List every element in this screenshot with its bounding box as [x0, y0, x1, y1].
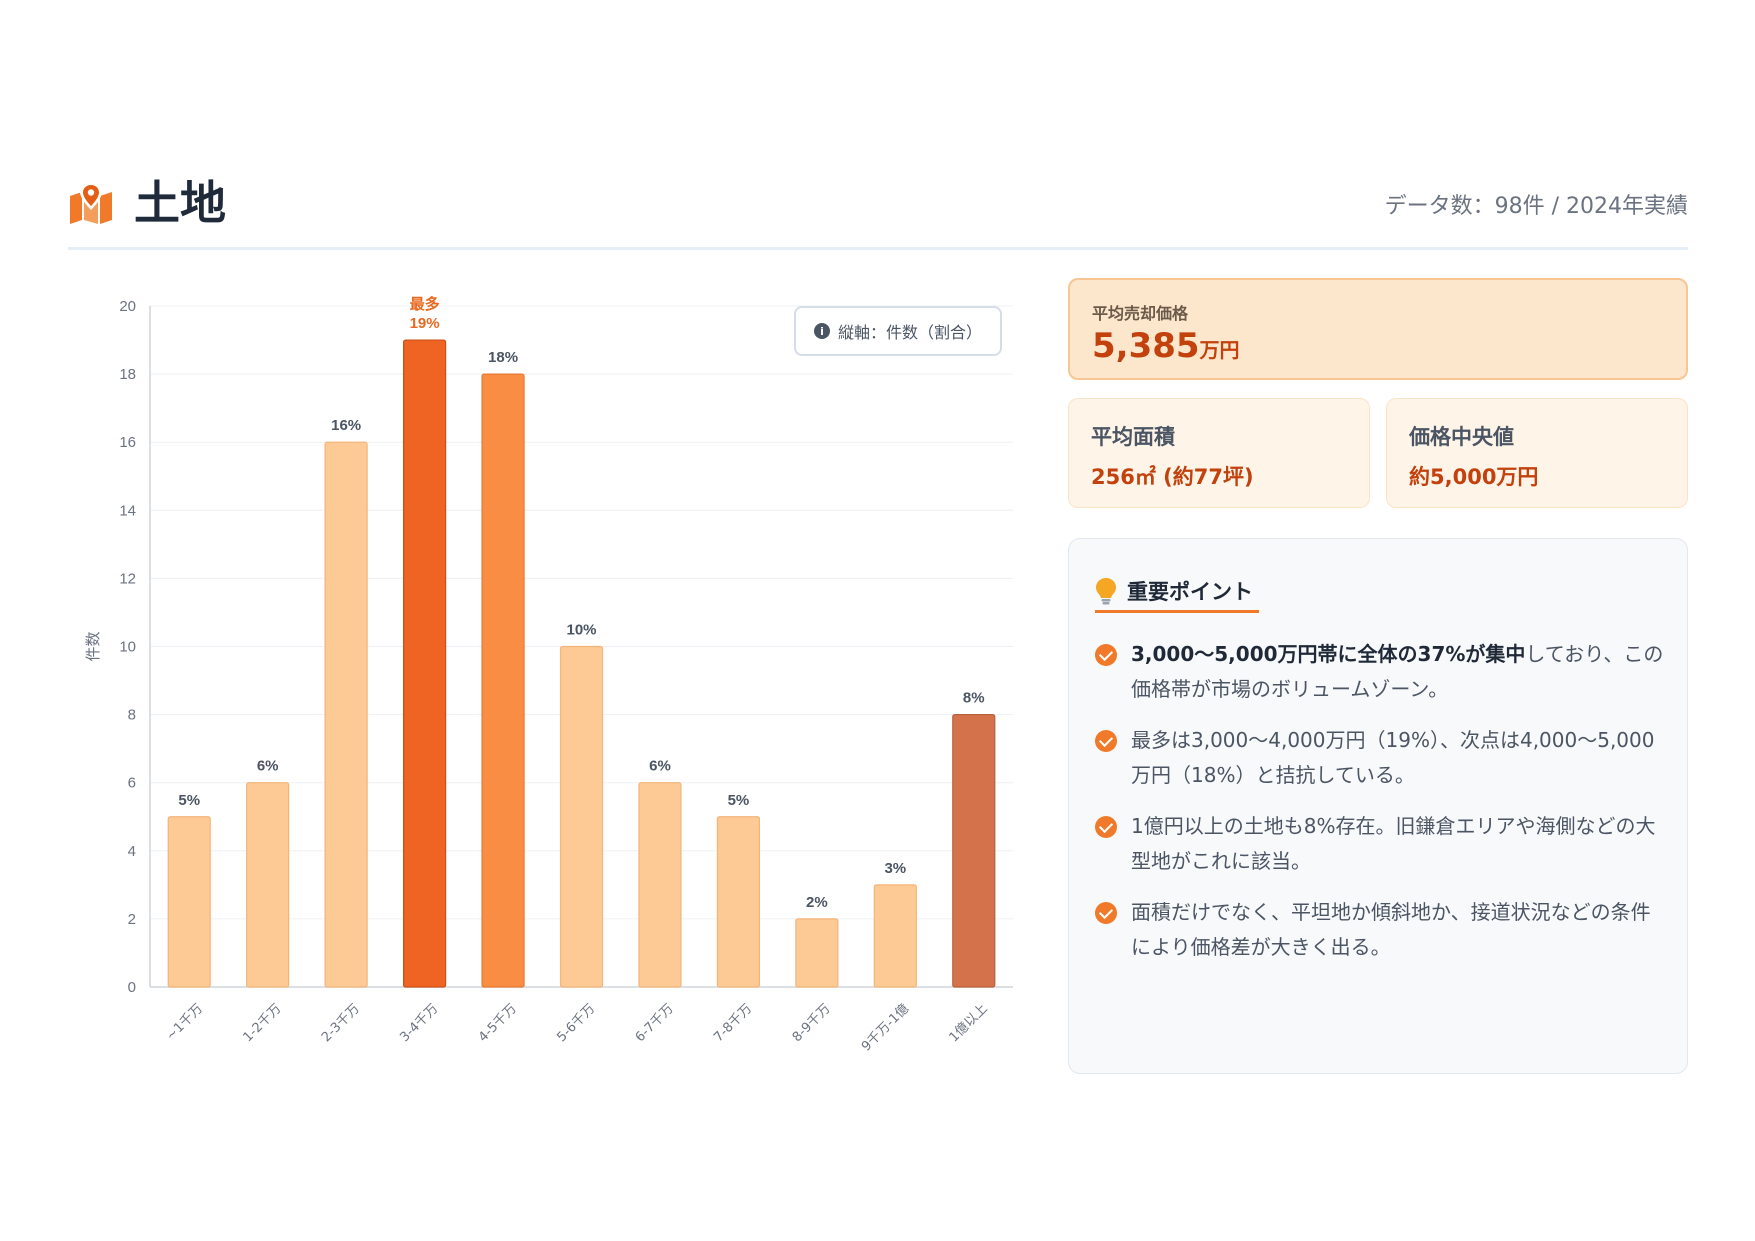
bar — [638, 782, 682, 988]
key-point-item: 最多は3,000〜4,000万円（19%）、次点は4,000〜5,000万円（1… — [1095, 723, 1665, 793]
title-underline — [1095, 610, 1259, 613]
key-points-header: 重要ポイント — [1095, 571, 1253, 611]
avg-area-value: 256㎡ (約77坪) — [1091, 465, 1254, 489]
avg-price-label: 平均売却価格 — [1092, 304, 1189, 323]
point-text: 面積だけでなく、平坦地か傾斜地か、接道状況などの条件により価格差が大きく出る。 — [1131, 900, 1651, 959]
data-label: 5% — [178, 792, 200, 809]
point-text: しており、この価格帯が市場のボリュームゾーン。 — [1131, 642, 1664, 701]
axis-legend: i 縦軸：件数（割合） — [794, 306, 1002, 356]
section-header: 土地 データ数：98件 / 2024年実績 — [68, 170, 1688, 250]
x-tick-label: 7-8千万 — [711, 1001, 755, 1045]
check-icon — [1095, 902, 1117, 924]
bar — [795, 918, 839, 988]
x-tick-label: 5-6千万 — [554, 1001, 598, 1045]
lightbulb-icon — [1096, 578, 1116, 605]
data-label: 16% — [331, 417, 361, 434]
bar — [167, 816, 211, 988]
data-label: 10% — [566, 622, 596, 639]
avg-price-card: 平均売却価格 5,385万円 — [1068, 278, 1688, 380]
data-label: 19% — [410, 315, 440, 332]
median-price-value: 約5,000万円 — [1409, 465, 1539, 489]
median-price-card: 価格中央値 約5,000万円 — [1386, 398, 1688, 508]
y-tick-label: 20 — [119, 298, 136, 315]
x-tick-label: 1-2千万 — [241, 1001, 285, 1045]
check-icon — [1095, 816, 1117, 838]
avg-price-value: 5,385万円 — [1092, 326, 1240, 366]
price-distribution-chart: 0 2 4 6 8 10 12 14 16 18 20 件数 5% ~1千万 6% 1-2千万 16% 2-3千万… — [68, 280, 1028, 1070]
data-label: 2% — [806, 894, 828, 911]
y-tick-label: 14 — [119, 502, 136, 519]
y-tick-label: 10 — [119, 639, 136, 656]
point-emphasis: 3,000〜5,000万円帯に全体の37%が集中 — [1131, 642, 1526, 666]
point-text: 最多は3,000〜4,000万円（19%）、次点は4,000〜5,000万円（1… — [1131, 728, 1655, 787]
x-tick-label: 8-9千万 — [790, 1001, 834, 1045]
bar — [559, 645, 604, 988]
data-label: 6% — [257, 758, 279, 775]
avg-price-unit: 万円 — [1199, 338, 1240, 362]
median-price-label: 価格中央値 — [1409, 425, 1514, 449]
y-tick-label: 8 — [128, 707, 136, 724]
check-icon — [1095, 730, 1117, 752]
data-label: 5% — [728, 792, 750, 809]
avg-area-card: 平均面積 256㎡ (約77坪) — [1068, 398, 1370, 508]
bar-chart: 0 2 4 6 8 10 12 14 16 18 20 件数 5% ~1千万 6% 1-2千万 16% 2-3千万… — [84, 295, 1013, 1055]
y-tick-label: 0 — [128, 979, 136, 996]
bar — [873, 884, 917, 988]
avg-area-label: 平均面積 — [1091, 425, 1175, 449]
max-badge-label: 最多 — [410, 295, 440, 313]
key-points-title: 重要ポイント — [1127, 580, 1253, 604]
bar — [716, 816, 761, 988]
key-points-panel: 重要ポイント 3,000〜5,000万円帯に全体の37%が集中しており、この価格… — [1068, 538, 1688, 1074]
data-label: 8% — [963, 690, 985, 707]
bar — [402, 339, 447, 988]
y-tick-label: 16 — [119, 434, 136, 451]
y-tick-label: 2 — [128, 911, 136, 928]
x-tick-label: 9千万-1億 — [858, 1001, 912, 1055]
y-tick-label: 6 — [128, 775, 136, 792]
y-axis-label: 件数 — [84, 631, 102, 661]
x-tick-label: ~1千万 — [164, 1001, 207, 1044]
map-pin-icon — [70, 182, 112, 224]
key-point-item: 1億円以上の土地も8%存在。旧鎌倉エリアや海側などの大型地がこれに該当。 — [1095, 809, 1665, 879]
avg-price-number: 5,385 — [1092, 326, 1200, 366]
legend-text: 縦軸：件数（割合） — [837, 323, 982, 342]
key-point-item: 面積だけでなく、平坦地か傾斜地か、接道状況などの条件により価格差が大きく出る。 — [1095, 895, 1665, 965]
key-point-item: 3,000〜5,000万円帯に全体の37%が集中しており、この価格帯が市場のボリ… — [1095, 637, 1665, 707]
y-tick-label: 4 — [128, 843, 136, 860]
check-icon — [1095, 644, 1117, 666]
divider — [68, 247, 1688, 250]
bar — [246, 782, 290, 988]
key-points-list: 3,000〜5,000万円帯に全体の37%が集中しており、この価格帯が市場のボリ… — [1095, 637, 1665, 981]
x-tick-label: 2-3千万 — [319, 1001, 363, 1045]
y-tick-label: 18 — [119, 366, 136, 383]
data-count: データ数：98件 / 2024年実績 — [1384, 194, 1688, 219]
x-tick-label: 6-7千万 — [633, 1001, 677, 1045]
bar — [952, 714, 996, 988]
x-tick-label: 4-5千万 — [476, 1001, 520, 1045]
y-tick-label: 12 — [119, 570, 136, 587]
point-text: 1億円以上の土地も8%存在。旧鎌倉エリアや海側などの大型地がこれに該当。 — [1131, 814, 1656, 873]
info-icon: i — [813, 323, 830, 339]
data-label: 3% — [884, 860, 906, 877]
bar — [324, 441, 368, 988]
x-tick-label: 3-4千万 — [397, 1001, 441, 1045]
page-title: 土地 — [134, 176, 226, 230]
bar — [481, 373, 525, 988]
data-label: 6% — [649, 758, 671, 775]
x-tick-label: 1億以上 — [946, 1001, 991, 1046]
data-label: 18% — [488, 349, 518, 366]
